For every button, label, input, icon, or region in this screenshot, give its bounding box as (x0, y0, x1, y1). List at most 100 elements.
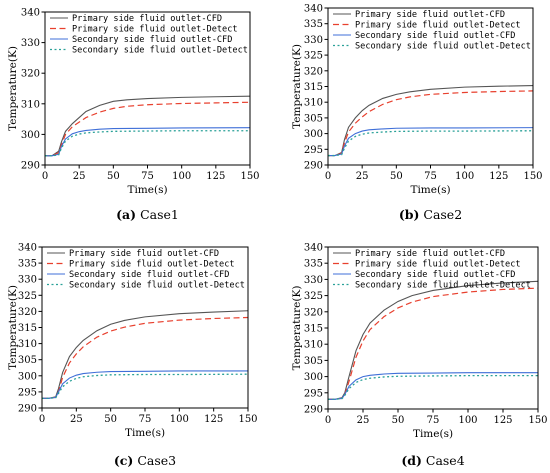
x-tick-label: 125 (204, 414, 223, 425)
x-tick-label: 100 (172, 171, 191, 182)
legend-label-4: Secondary side fluid outlet-Detect (69, 281, 245, 291)
caption-name: Case3 (137, 453, 176, 468)
legend-label-2: Primary side fluid outlet-Detect (69, 260, 235, 270)
series-line-1 (328, 280, 539, 400)
x-axis-label: Time(s) (413, 428, 453, 440)
x-tick-label: 50 (104, 414, 117, 425)
y-tick-label: 300 (18, 371, 37, 382)
x-tick-label: 75 (141, 171, 154, 182)
y-tick-label: 310 (304, 340, 323, 351)
y-tick-label: 340 (304, 243, 323, 254)
x-tick-label: 0 (325, 415, 331, 426)
legend-label-3: Secondary side fluid outlet-CFD (72, 35, 232, 45)
series-line-4 (45, 130, 250, 157)
chart-panel-2: 0 25 50 75 100 125 150 290 295 300 305 310 315 320 325… (291, 4, 543, 223)
panel-caption: (b) Case2 (399, 207, 462, 222)
series-line-1 (45, 95, 251, 157)
legend-label-2: Primary side fluid outlet-Detect (355, 21, 521, 31)
y-axis-label: Temperature(K) (7, 285, 19, 370)
legend-label-2: Primary side fluid outlet-Detect (72, 25, 238, 35)
x-tick-label: 75 (424, 171, 437, 182)
caption-label: (a) (116, 207, 136, 222)
y-tick-label: 340 (18, 243, 37, 254)
y-tick-label: 325 (304, 291, 323, 302)
y-tick-label: 300 (21, 130, 40, 141)
x-tick-label: 75 (427, 415, 440, 426)
legend-label-4: Secondary side fluid outlet-Detect (72, 46, 248, 56)
y-tick-label: 325 (304, 51, 323, 62)
series-line-2 (45, 101, 251, 157)
x-axis-label: Time(s) (125, 427, 165, 439)
y-tick-label: 315 (304, 324, 323, 335)
y-tick-label: 305 (304, 356, 323, 367)
legend-label-1: Primary side fluid outlet-CFD (72, 14, 222, 24)
series-line-3 (328, 372, 538, 400)
chart-panel-3: 0 25 50 75 100 125 150 290 295 300 305 310 315 320 325… (7, 243, 258, 469)
x-tick-label: 25 (70, 414, 83, 425)
chart-panel-4: 0 25 50 75 100 125 150 290 295 300 305 310 315 320 325… (291, 243, 548, 469)
y-tick-label: 340 (304, 4, 323, 15)
series-line-4 (42, 373, 249, 399)
y-tick-label: 320 (21, 69, 40, 80)
series-line-3 (42, 370, 248, 399)
x-axis-label: Time(s) (410, 184, 450, 196)
y-tick-label: 300 (304, 372, 323, 383)
y-tick-label: 320 (304, 66, 323, 77)
legend-label-4: Secondary side fluid outlet-Detect (355, 281, 531, 291)
x-tick-label: 125 (493, 415, 512, 426)
caption-name: Case1 (140, 207, 179, 222)
y-tick-label: 290 (304, 161, 323, 172)
legend-label-1: Primary side fluid outlet-CFD (69, 249, 219, 259)
y-tick-label: 320 (304, 307, 323, 318)
series-line-2 (328, 90, 534, 157)
x-tick-label: 125 (489, 171, 508, 182)
x-tick-label: 0 (325, 171, 331, 182)
caption-label: (d) (401, 453, 422, 468)
caption-name: Case2 (423, 207, 462, 222)
y-tick-label: 295 (18, 387, 37, 398)
legend-label-3: Secondary side fluid outlet-CFD (355, 270, 515, 280)
y-tick-label: 330 (18, 275, 37, 286)
series-line-2 (328, 287, 539, 400)
legend-label-1: Primary side fluid outlet-CFD (355, 249, 505, 259)
caption-label: (b) (399, 207, 420, 222)
x-tick-label: 150 (238, 414, 257, 425)
y-tick-label: 330 (304, 275, 323, 286)
y-tick-label: 295 (304, 145, 323, 156)
series-line-4 (328, 130, 534, 157)
x-tick-label: 25 (73, 171, 86, 182)
legend-label-2: Primary side fluid outlet-Detect (355, 260, 521, 270)
x-tick-label: 100 (458, 415, 477, 426)
x-tick-label: 0 (39, 414, 45, 425)
legend-label-3: Secondary side fluid outlet-CFD (69, 270, 229, 280)
y-tick-label: 320 (18, 307, 37, 318)
x-tick-label: 75 (139, 414, 152, 425)
series-line-3 (45, 127, 251, 157)
x-tick-label: 100 (455, 171, 474, 182)
panel-caption: (d) Case4 (401, 453, 464, 468)
legend-label-4: Secondary side fluid outlet-Detect (355, 42, 531, 52)
y-tick-label: 305 (18, 355, 37, 366)
x-tick-label: 150 (240, 171, 259, 182)
x-tick-label: 50 (390, 171, 403, 182)
caption-label: (c) (114, 453, 133, 468)
y-tick-label: 310 (21, 99, 40, 110)
legend-label-3: Secondary side fluid outlet-CFD (355, 31, 515, 41)
x-tick-label: 150 (528, 415, 547, 426)
x-tick-label: 25 (356, 171, 369, 182)
x-tick-label: 150 (523, 171, 542, 182)
x-tick-label: 0 (42, 171, 48, 182)
x-axis-label: Time(s) (127, 184, 167, 196)
x-tick-label: 50 (107, 171, 120, 182)
y-tick-label: 330 (21, 38, 40, 49)
y-tick-label: 315 (304, 82, 323, 93)
y-tick-label: 290 (18, 404, 37, 415)
panel-caption: (a) Case1 (116, 207, 179, 222)
legend-label-1: Primary side fluid outlet-CFD (355, 10, 505, 20)
series-line-4 (328, 374, 538, 400)
y-tick-label: 300 (304, 129, 323, 140)
y-axis-label: Temperature(K) (291, 286, 303, 371)
y-tick-label: 290 (304, 405, 323, 416)
y-tick-label: 310 (304, 98, 323, 109)
